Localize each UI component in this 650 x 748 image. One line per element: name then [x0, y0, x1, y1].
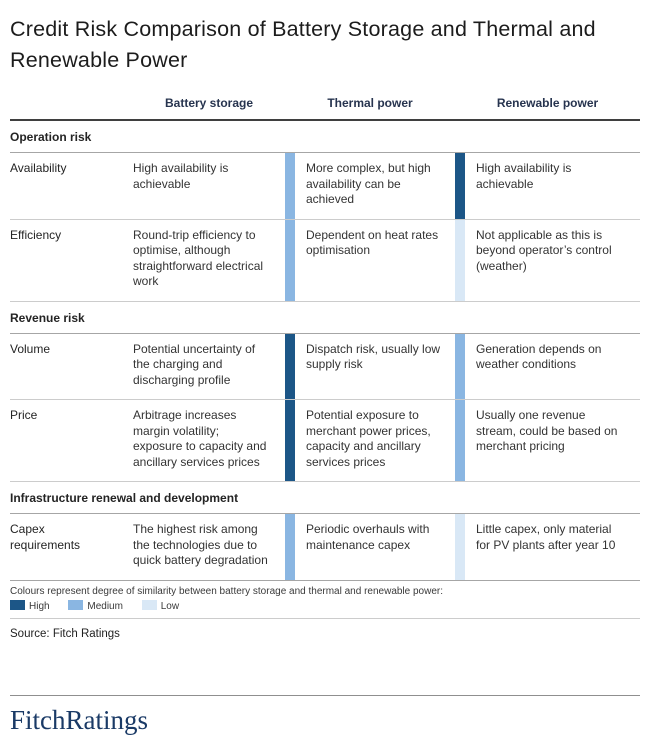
legend-label: Low — [160, 600, 180, 612]
thermal-cell: Periodic overhauls with maintenance cape… — [285, 514, 455, 580]
thermal-cell: Potential exposure to merchant power pri… — [285, 400, 455, 481]
legend-item-medium: Medium — [68, 599, 123, 612]
cell-text: Not applicable as this is beyond operato… — [476, 227, 612, 273]
legend-label: High — [29, 600, 50, 612]
similarity-bar — [455, 400, 465, 481]
column-header-thermal: Thermal power — [327, 96, 413, 110]
cell-text: Generation depends on weather conditions — [476, 341, 602, 372]
legend-item-high: High — [10, 599, 50, 612]
cell-text: Usually one revenue stream, could be bas… — [476, 408, 618, 453]
page-title: Credit Risk Comparison of Battery Storag… — [10, 17, 596, 72]
thermal-cell: Dispatch risk, usually low supply risk — [285, 333, 455, 399]
row-label: Price — [10, 408, 38, 422]
similarity-bar — [285, 400, 295, 481]
row-label: Availability — [10, 161, 67, 175]
cell-text: High availability is achievable — [476, 161, 572, 191]
row-label: Volume — [10, 341, 51, 356]
similarity-bar — [455, 219, 465, 301]
similarity-bar — [285, 333, 295, 399]
renewable-cell: Generation depends on weather conditions — [455, 333, 640, 399]
column-header-renewable: Renewable power — [496, 96, 599, 110]
section-header-revenue-risk: Revenue risk — [10, 302, 640, 334]
renewable-cell: High availability is achievable — [455, 153, 640, 219]
footer: FitchRatings — [10, 695, 640, 736]
renewable-cell: Usually one revenue stream, could be bas… — [455, 400, 640, 481]
renewable-cell: Little capex, only material for PV plant… — [455, 514, 640, 580]
table-row-efficiency: Efficiency Round-trip efficiency to opti… — [10, 219, 640, 302]
similarity-bar — [455, 333, 465, 399]
row-label: Capex requirements — [10, 522, 81, 552]
fitch-ratings-logo: FitchRatings — [10, 705, 149, 735]
legend-swatch-high — [10, 599, 25, 610]
similarity-bar — [455, 514, 465, 580]
battery-cell: High availability is achievable — [133, 161, 229, 191]
battery-cell: Potential uncertainty of the charging an… — [133, 341, 256, 387]
legend-swatch-low — [141, 599, 157, 610]
source-text: Source: Fitch Ratings — [10, 627, 120, 640]
cell-text: Potential exposure to merchant power pri… — [306, 408, 431, 469]
cell-text: Little capex, only material for PV plant… — [476, 522, 616, 552]
similarity-bar — [285, 219, 295, 301]
row-label: Efficiency — [10, 227, 62, 242]
legend-caption: Colours represent degree of similarity b… — [10, 585, 444, 597]
cell-text: Dependent on heat rates optimisation — [306, 227, 439, 258]
similarity-bar — [455, 153, 465, 219]
spacer — [10, 646, 640, 696]
cell-text: Periodic overhauls with maintenance cape… — [306, 522, 430, 552]
section-header-infrastructure: Infrastructure renewal and development — [10, 482, 640, 514]
table-row-price: Price Arbitrage increases margin volatil… — [10, 400, 640, 482]
cell-text: Dispatch risk, usually low supply risk — [306, 341, 441, 372]
cell-text: More complex, but high availability can … — [306, 161, 431, 206]
table-header-row: Battery storage Thermal power Renewable … — [10, 88, 640, 121]
battery-cell: Arbitrage increases margin volatility; e… — [133, 408, 267, 469]
thermal-cell: More complex, but high availability can … — [285, 153, 455, 219]
table-row-capex: Capex requirements The highest risk amon… — [10, 514, 640, 581]
section-header-operation-risk: Operation risk — [10, 121, 640, 153]
table-row-volume: Volume Potential uncertainty of the char… — [10, 333, 640, 400]
similarity-bar — [285, 153, 295, 219]
thermal-cell: Dependent on heat rates optimisation — [285, 219, 455, 301]
legend-swatch-medium — [68, 599, 84, 610]
table-row-availability: Availability High availability is achiev… — [10, 153, 640, 220]
column-header-battery: Battery storage — [164, 96, 254, 110]
legend-label: Medium — [87, 600, 123, 612]
legend-items: High Medium Low — [10, 599, 640, 612]
battery-cell: Round-trip efficiency to optimise, altho… — [133, 227, 264, 289]
similarity-bar — [285, 514, 295, 580]
legend: Colours represent degree of similarity b… — [10, 581, 640, 619]
battery-cell: The highest risk among the technologies … — [133, 522, 268, 567]
legend-item-low: Low — [141, 599, 180, 612]
renewable-cell: Not applicable as this is beyond operato… — [455, 219, 640, 301]
